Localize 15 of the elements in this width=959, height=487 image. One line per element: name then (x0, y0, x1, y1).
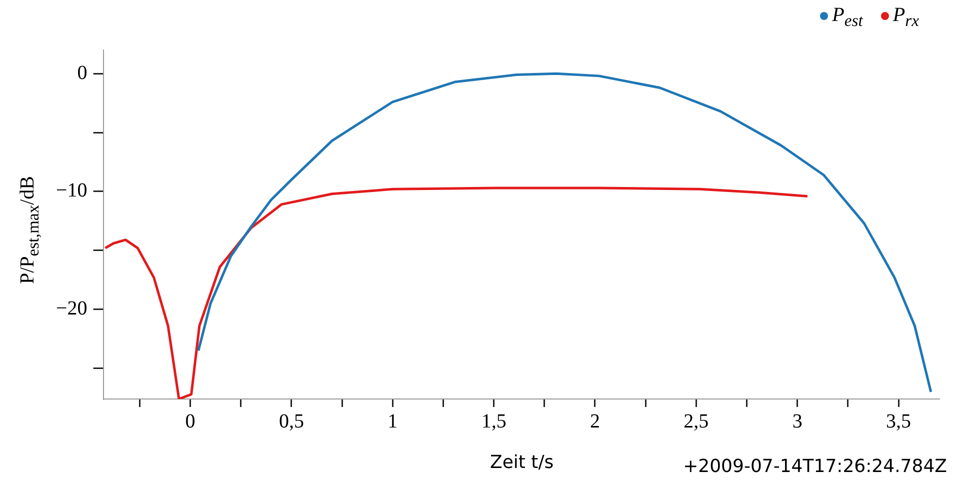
legend-label: P$_{rx}$ (892, 4, 919, 30)
x-tick-label: 0 (185, 410, 196, 432)
text: +2009-07-14T17:26:24.784Z (683, 456, 947, 477)
x-tick-label: 3,5 (886, 410, 912, 432)
x-tick-label: 1,5 (481, 410, 506, 432)
x-tick-label: 0,5 (278, 410, 304, 432)
y-tick-label: −10 (56, 180, 88, 202)
x-tick-label: 2 (590, 410, 600, 432)
y-tick-label: 0 (77, 62, 88, 84)
x-tick-label: 1 (388, 410, 398, 432)
x-tick-label: 3 (792, 410, 802, 432)
x-tick-label: 2,5 (684, 410, 709, 432)
legend-label: P$_{est}$ (832, 4, 863, 30)
y-tick-label: −20 (56, 298, 88, 320)
x-axis-title: Zeit t/s (490, 452, 554, 473)
